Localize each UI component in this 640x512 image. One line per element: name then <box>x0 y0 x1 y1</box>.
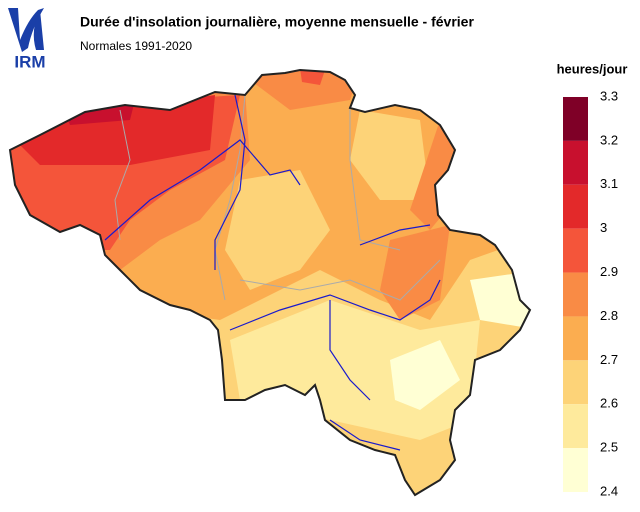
legend-band <box>563 316 588 361</box>
legend-band <box>563 448 588 492</box>
legend-tick-label: 2.6 <box>600 396 618 411</box>
map <box>10 70 530 495</box>
borders <box>114 94 441 301</box>
legend-title: heures/jour <box>557 61 628 76</box>
legend-band <box>563 97 588 141</box>
legend-band <box>563 360 588 405</box>
legend-band <box>563 184 588 229</box>
legend-tick-label: 2.8 <box>600 308 618 323</box>
legend-tick-label: 2.4 <box>600 483 618 498</box>
legend-tick-label: 3 <box>600 220 607 235</box>
legend-band <box>563 140 588 185</box>
legend-tick-label: 2.5 <box>600 440 618 455</box>
legend-tick-label: 2.7 <box>600 352 618 367</box>
logo-text: IRM <box>14 52 45 71</box>
rivers <box>104 94 441 451</box>
legend-tick-label: 3.2 <box>600 132 618 147</box>
legend: 3.3 3.2 3.1 3 2.9 2.8 2.7 2.6 2.5 2.4 <box>563 88 618 498</box>
legend-tick-label: 2.9 <box>600 264 618 279</box>
logo: IRM <box>8 8 46 71</box>
legend-band <box>563 272 588 317</box>
map-subtitle: Normales 1991-2020 <box>80 39 192 53</box>
legend-tick-label: 3.1 <box>600 176 618 191</box>
legend-band <box>563 228 588 273</box>
legend-tick-label: 3.3 <box>600 88 618 103</box>
legend-band <box>563 404 588 449</box>
map-title: Durée d'insolation journalière, moyenne … <box>80 14 474 30</box>
